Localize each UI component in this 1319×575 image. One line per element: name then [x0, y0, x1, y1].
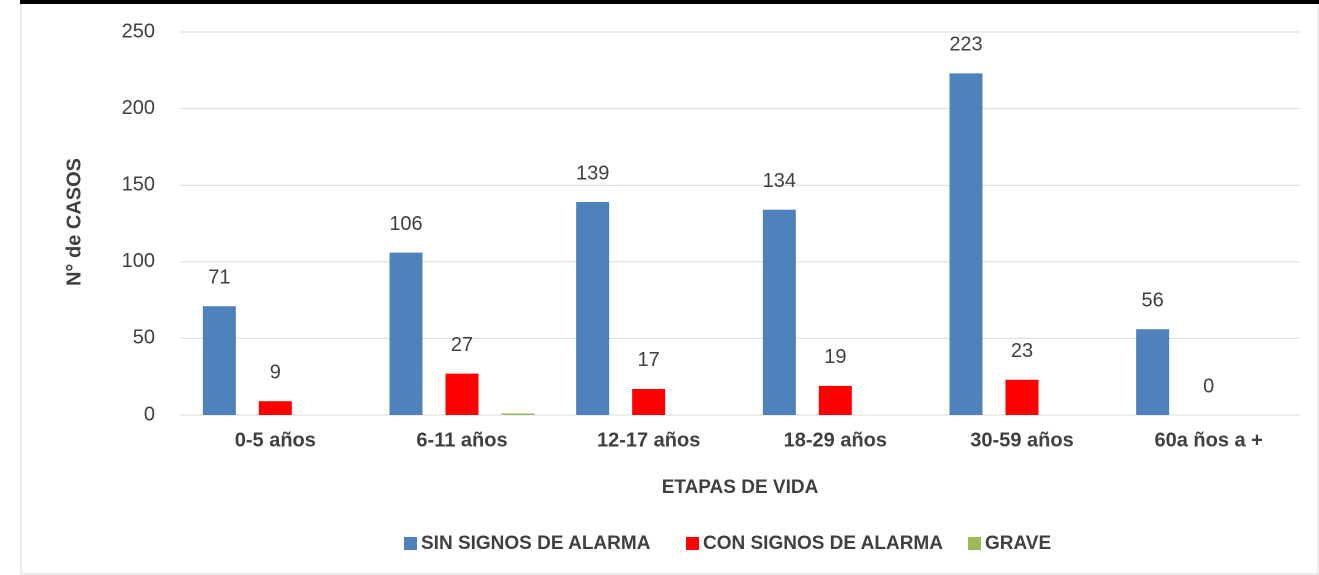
legend-swatch — [404, 537, 417, 550]
bar — [1005, 379, 1039, 415]
y-tick-label: 0 — [144, 403, 155, 425]
value-label: 19 — [824, 346, 846, 368]
value-label: 139 — [576, 162, 609, 184]
chart-frame — [20, 2, 1319, 575]
y-tick-label: 250 — [122, 20, 155, 42]
value-label: 9 — [270, 361, 281, 383]
bar — [258, 401, 292, 415]
bar — [501, 413, 535, 415]
y-axis-title: N° de CASOS — [63, 158, 85, 286]
value-label: 134 — [763, 170, 796, 192]
value-label: 27 — [451, 334, 473, 356]
x-tick-label: 12-17 años — [597, 429, 700, 451]
x-tick-label: 0-5 años — [235, 429, 316, 451]
y-tick-label: 50 — [133, 327, 155, 349]
value-label: 223 — [949, 34, 982, 56]
y-tick-label: 100 — [122, 250, 155, 272]
bar — [445, 373, 479, 415]
x-tick-label: 6-11 años — [416, 429, 507, 451]
value-label: 17 — [638, 349, 660, 371]
y-tick-label: 200 — [122, 97, 155, 119]
bar — [949, 73, 983, 415]
legend-swatch — [686, 537, 699, 550]
value-label: 71 — [208, 267, 230, 289]
legend-label: GRAVE — [985, 533, 1051, 554]
value-label: 56 — [1142, 289, 1164, 311]
value-label: 0 — [1203, 375, 1214, 397]
bar — [389, 252, 423, 415]
value-label: 106 — [389, 213, 422, 235]
value-label: 23 — [1011, 340, 1033, 362]
bar — [818, 385, 852, 415]
legend-label: SIN SIGNOS DE ALARMA — [421, 533, 651, 554]
legend-swatch — [968, 537, 981, 550]
legend-label: CON SIGNOS DE ALARMA — [703, 533, 943, 554]
bar — [632, 388, 666, 415]
bar — [576, 202, 610, 415]
bar — [202, 306, 236, 415]
y-tick-label: 150 — [122, 173, 155, 195]
x-tick-label: 60a ños a + — [1154, 429, 1262, 451]
bar — [762, 209, 796, 415]
x-tick-label: 18-29 años — [784, 429, 887, 451]
bar — [1136, 329, 1170, 415]
x-tick-label: 30-59 años — [970, 429, 1073, 451]
x-axis-title: ETAPAS DE VIDA — [662, 477, 819, 498]
